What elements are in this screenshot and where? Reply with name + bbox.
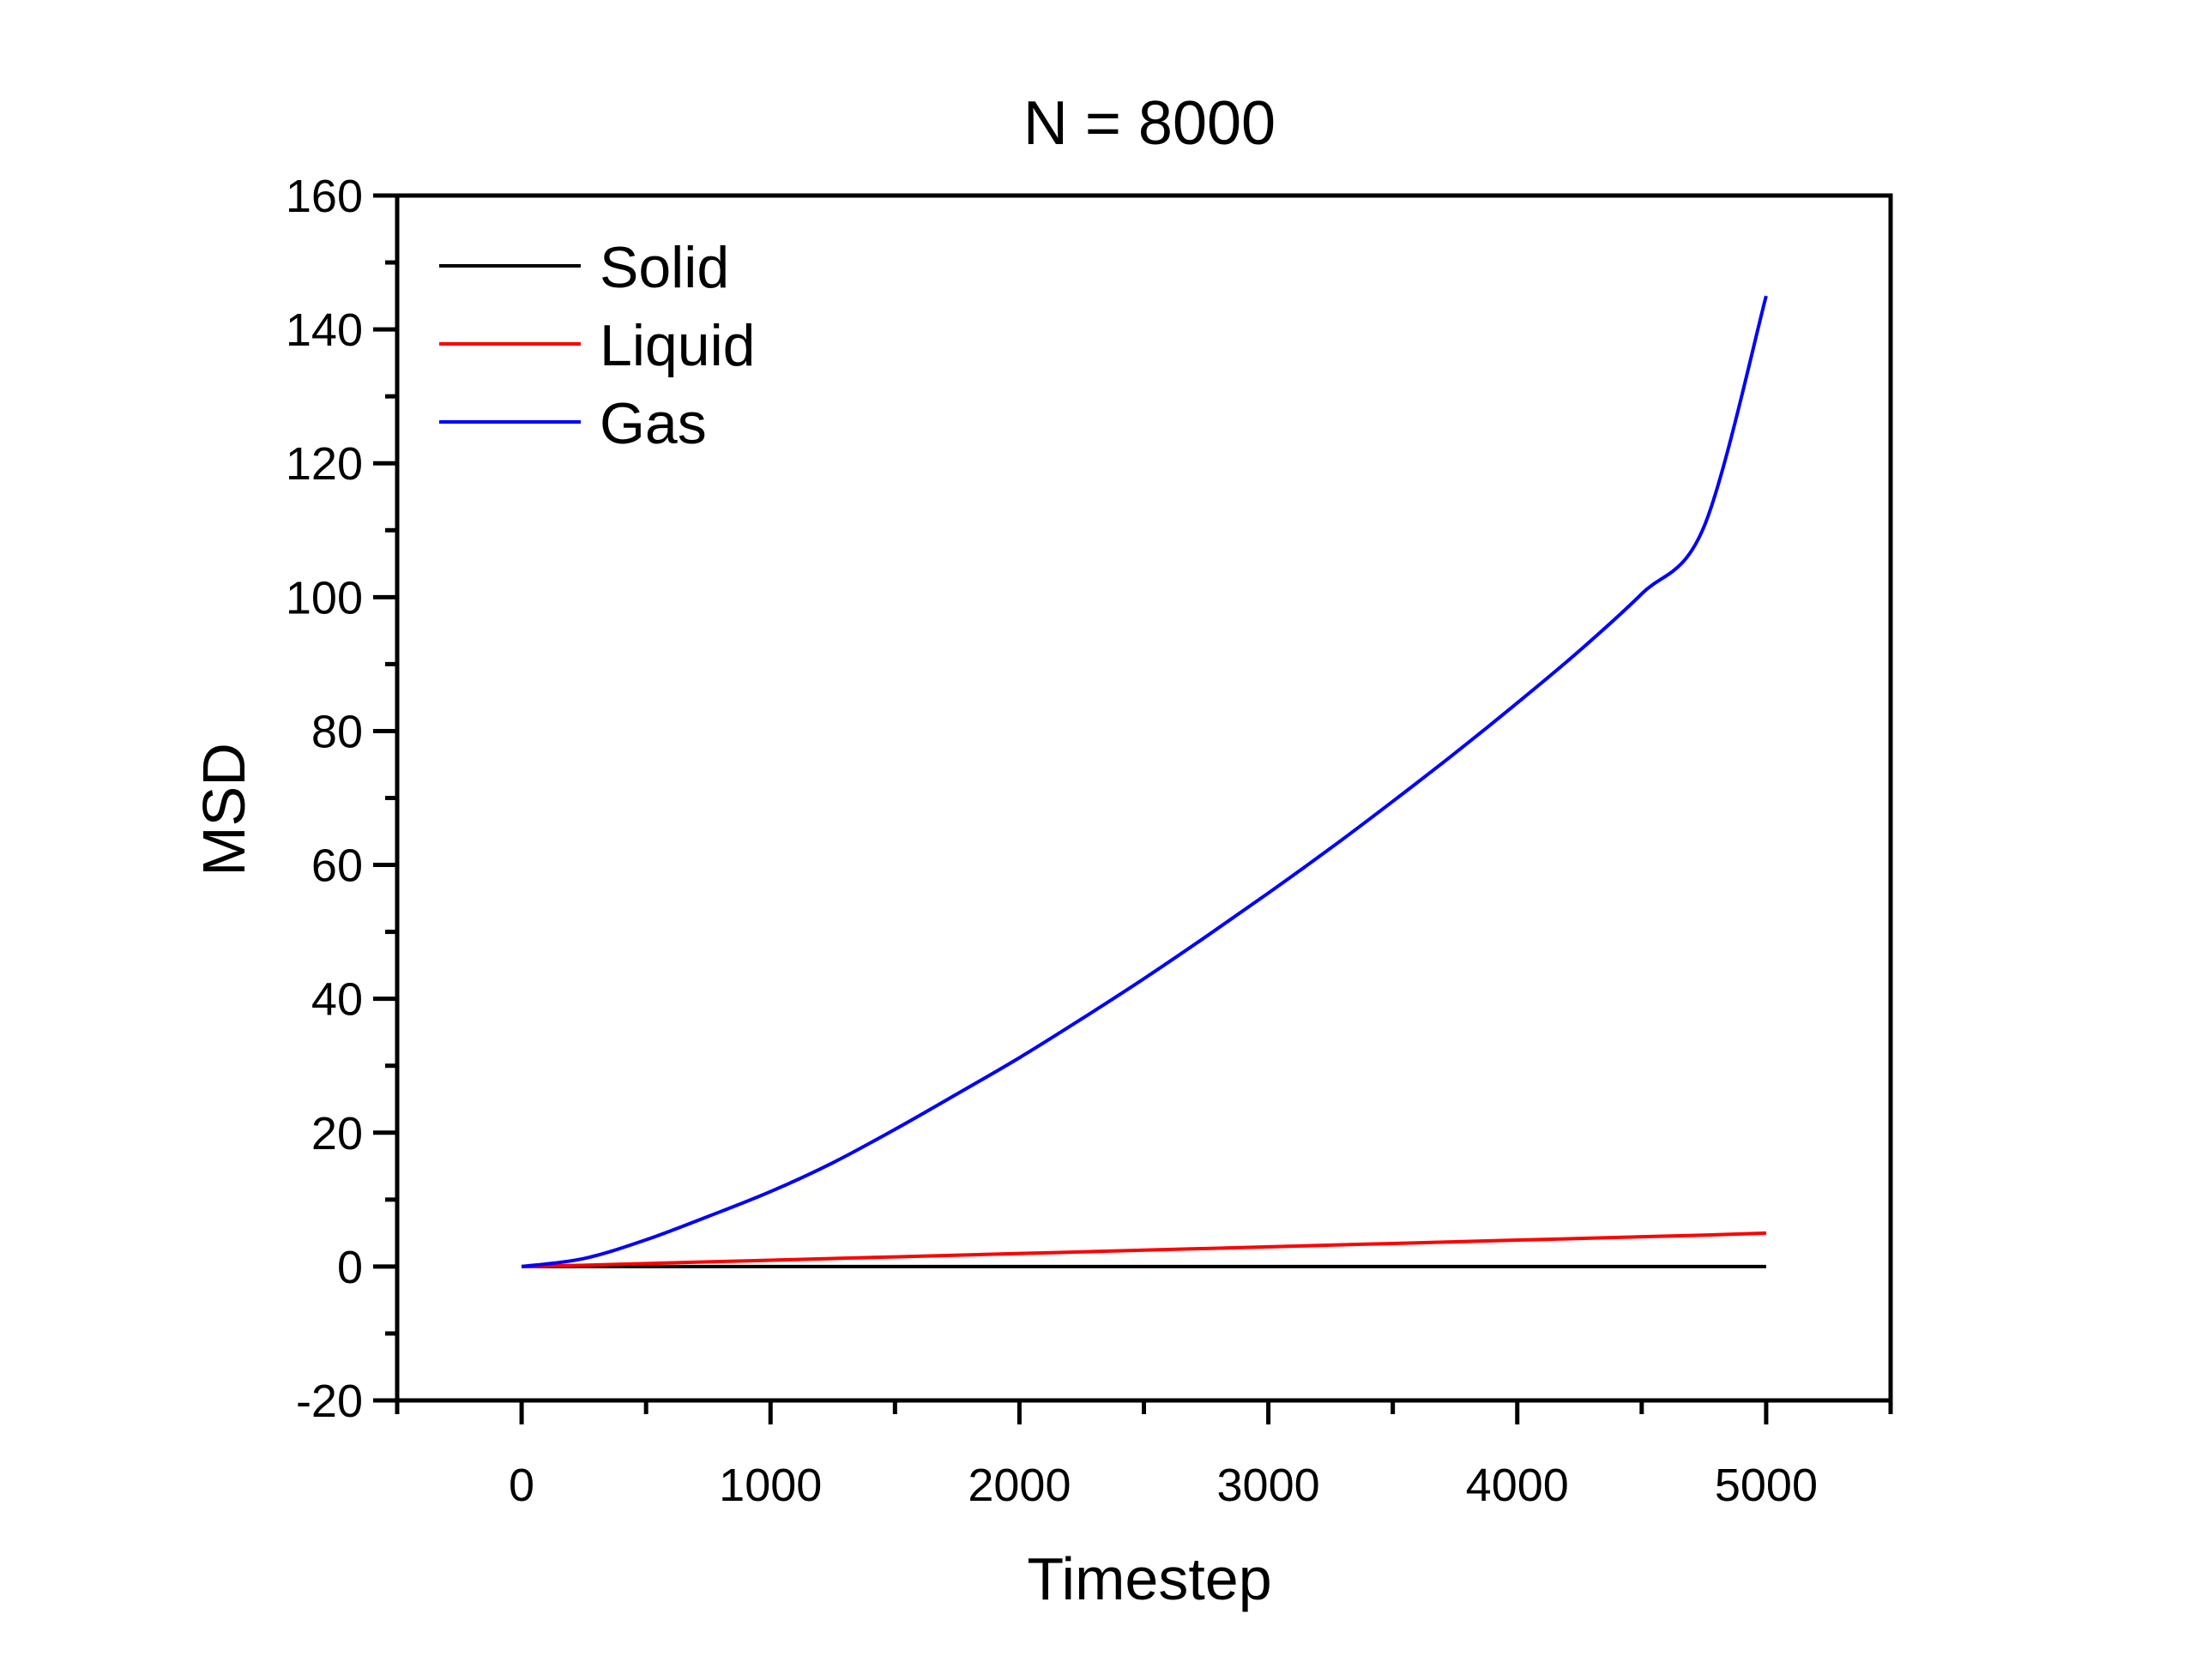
series-line-liquid xyxy=(522,1231,1766,1268)
legend-label: Gas xyxy=(600,391,707,456)
x-tick-label: 5000 xyxy=(1715,1460,1818,1511)
y-tick-label: 100 xyxy=(286,572,363,623)
x-tick-label: 1000 xyxy=(719,1460,822,1511)
y-tick-label: 60 xyxy=(311,840,363,892)
y-tick-label: 160 xyxy=(286,171,363,222)
y-tick-label: 40 xyxy=(311,974,363,1026)
x-tick-label: 3000 xyxy=(1217,1460,1320,1511)
y-tick-label: 0 xyxy=(337,1242,363,1293)
y-tick-label: 80 xyxy=(311,706,363,757)
x-tick-label: 2000 xyxy=(968,1460,1071,1511)
chart-title: N = 8000 xyxy=(1023,89,1276,158)
series-line-gas xyxy=(521,295,1768,1268)
x-axis-label: Timestep xyxy=(1027,1545,1271,1612)
y-tick-label: 140 xyxy=(286,304,363,356)
x-tick-label: 4000 xyxy=(1466,1460,1569,1511)
legend-label: Liquid xyxy=(600,313,756,378)
y-tick-label: 20 xyxy=(311,1108,363,1159)
x-tick-label: 0 xyxy=(509,1460,534,1511)
plot-frame xyxy=(395,193,1893,1403)
y-tick-label: -20 xyxy=(296,1376,363,1427)
y-axis-label: MSD xyxy=(190,743,257,876)
y-tick-label: 120 xyxy=(286,438,363,490)
legend-label: Solid xyxy=(600,235,729,300)
